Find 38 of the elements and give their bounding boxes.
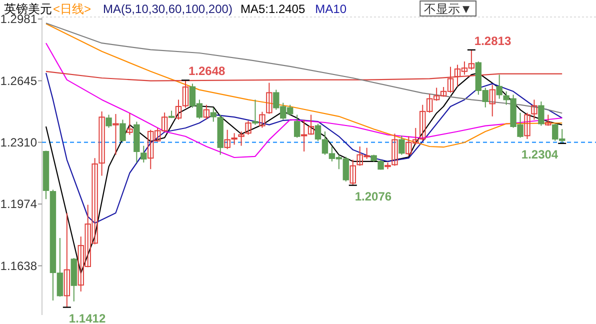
- candlestick: [252, 99, 258, 126]
- candlestick: [392, 133, 398, 166]
- candlestick: [350, 159, 356, 186]
- y-tick-label: 1.2645: [0, 74, 38, 88]
- candlestick: [140, 145, 147, 164]
- candlestick: [300, 119, 308, 152]
- text: 1.2813: [474, 34, 512, 48]
- text: 不显示▼: [424, 2, 472, 16]
- chart-title: 英镑美元: [4, 2, 52, 16]
- candlestick: [545, 114, 552, 126]
- candlestick: [106, 114, 112, 128]
- candlestick: [266, 82, 272, 114]
- y-tick-label: 1.1974: [0, 197, 38, 212]
- candlestick: [308, 114, 314, 136]
- text: 1.2076: [354, 189, 392, 204]
- text: 1.2304: [521, 147, 558, 162]
- candlestick: [489, 84, 496, 117]
- legend-title: MA(5,10,30,60,100,200): [103, 2, 232, 16]
- y-tick-label: 1.2310: [0, 135, 38, 150]
- candlestick: [175, 99, 182, 120]
- candlestick: [238, 130, 244, 146]
- candlestick: [203, 104, 210, 120]
- candlestick: [126, 112, 133, 136]
- candlestick: [398, 135, 405, 156]
- candlestick: [98, 110, 105, 176]
- text: MA5:1.2405: [240, 2, 306, 16]
- candlestick: [259, 111, 266, 128]
- text: MA10: [315, 2, 347, 16]
- candlestick: [120, 119, 126, 142]
- candlestick: [245, 120, 252, 136]
- candlestick: [112, 114, 119, 156]
- candlestick: [538, 101, 544, 126]
- text: 1.1412: [68, 311, 106, 324]
- text: 1.2648: [188, 64, 226, 78]
- y-tick-label: 1.1638: [0, 258, 38, 273]
- candlestick: [496, 74, 502, 100]
- candlestick: [294, 114, 300, 138]
- chart-subtitle: <日线>: [53, 2, 92, 16]
